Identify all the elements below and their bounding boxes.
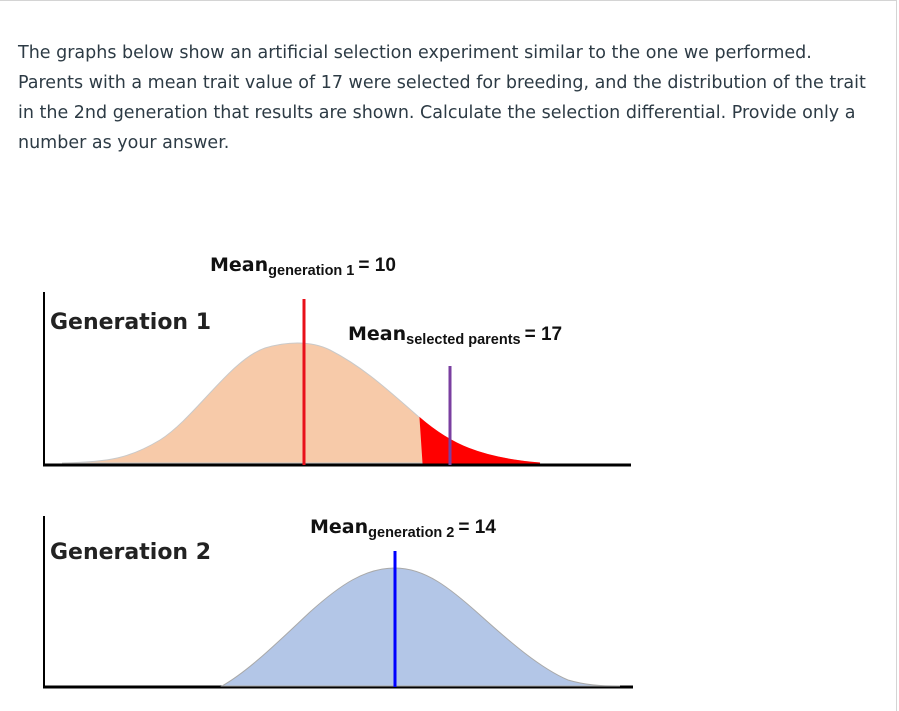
gen1-mean-label: Meangeneration 1 = 10 (210, 254, 396, 279)
selected-mean-value: = 17 (525, 324, 563, 345)
gen1-mean-value: = 10 (358, 255, 396, 276)
gen1-distribution-curve (61, 342, 541, 464)
gen2-mean-label: Meangeneration 2 = 14 (310, 516, 496, 541)
gen1-title: Generation 1 (50, 310, 211, 335)
selected-parents-mean-label: Meanselected parents = 17 (348, 323, 562, 348)
gen2-mean-prefix: Mean (310, 516, 368, 538)
gen1-mean-prefix: Mean (210, 254, 268, 276)
selected-mean-subscript: selected parents (406, 332, 520, 348)
gen2-mean-subscript: generation 2 (368, 525, 454, 541)
question-text: The graphs below show an artificial sele… (18, 43, 866, 153)
gen2-title: Generation 2 (50, 540, 211, 565)
selected-mean-prefix: Mean (348, 323, 406, 345)
gen2-distribution-curve (220, 567, 621, 687)
gen2-mean-value: = 14 (458, 517, 496, 538)
selected-parents-tail (419, 416, 541, 464)
gen1-mean-subscript: generation 1 (268, 263, 354, 279)
